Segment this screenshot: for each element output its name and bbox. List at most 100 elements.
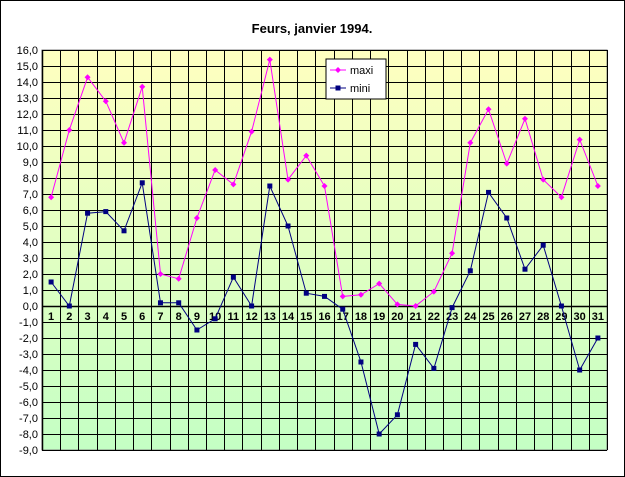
data-point-maxi: [521, 115, 528, 122]
x-tick-label: 21: [410, 311, 422, 323]
data-point-mini: [285, 223, 291, 229]
x-tick-label: 15: [300, 311, 312, 323]
x-tick-label: 8: [176, 311, 182, 323]
data-point-mini: [540, 242, 546, 248]
y-axis-ticks: 16,0 15,0 14,0 13,0 12,0 11,0 10,0 9,0 8,0 7,0 6,0…: [17, 45, 38, 457]
data-point-maxi: [230, 181, 237, 188]
y-tick-label: -7,0: [19, 413, 38, 425]
y-tick-label: 1,0: [23, 285, 38, 297]
data-point-mini: [431, 365, 437, 371]
y-tick-label: 7,0: [23, 189, 38, 201]
legend-box: [325, 58, 387, 100]
plot-area: [41, 49, 608, 451]
y-tick-label: 6,0: [23, 205, 38, 217]
data-point-maxi: [285, 176, 292, 183]
x-tick-label: 26: [501, 311, 513, 323]
data-point-maxi: [576, 136, 583, 143]
data-point-mini: [358, 359, 364, 365]
x-axis-ticks: 1234567891011121314151617181920212223242…: [48, 311, 604, 323]
x-tick-label: 16: [318, 311, 330, 323]
data-point-mini: [48, 279, 54, 285]
data-point-mini: [504, 215, 510, 221]
x-tick-label: 2: [66, 311, 72, 323]
y-tick-label: 9,0: [23, 157, 38, 169]
legend-label-mini: mini: [350, 83, 370, 95]
x-tick-label: 13: [264, 311, 276, 323]
x-tick-label: 29: [555, 311, 567, 323]
data-point-maxi: [376, 280, 383, 287]
y-tick-label: 8,0: [23, 173, 38, 185]
x-tick-label: 3: [85, 311, 91, 323]
data-point-maxi: [357, 291, 364, 298]
x-tick-label: 31: [592, 311, 604, 323]
y-tick-label: -1,0: [19, 317, 38, 329]
y-tick-label: 4,0: [23, 237, 38, 249]
data-point-maxi: [467, 139, 474, 146]
x-tick-label: 18: [355, 311, 367, 323]
x-tick-label: 24: [464, 311, 477, 323]
data-point-maxi: [412, 303, 419, 309]
data-point-maxi: [594, 183, 601, 189]
x-tick-label: 25: [482, 311, 494, 323]
data-point-maxi: [248, 128, 255, 135]
y-tick-label: 13,0: [17, 93, 38, 105]
data-point-mini: [522, 266, 528, 272]
x-tick-label: 6: [139, 311, 145, 323]
data-point-mini: [577, 367, 583, 373]
x-tick-label: 4: [103, 311, 110, 323]
data-point-mini: [340, 306, 346, 312]
data-point-mini: [157, 300, 163, 306]
x-tick-label: 28: [537, 311, 549, 323]
data-point-mini: [121, 228, 127, 234]
y-tick-label: 2,0: [23, 269, 38, 281]
legend-marker-mini: [335, 85, 341, 91]
data-point-mini: [139, 180, 145, 186]
y-tick-label: -2,0: [19, 333, 38, 345]
y-tick-label: -6,0: [19, 397, 38, 409]
legend-label-maxi: maxi: [350, 65, 373, 77]
data-point-maxi: [540, 176, 547, 183]
data-point-maxi: [102, 98, 109, 105]
data-point-mini: [595, 335, 601, 341]
series-group: [48, 56, 601, 437]
data-point-mini: [394, 412, 400, 418]
x-tick-label: 9: [194, 311, 200, 323]
data-point-maxi: [266, 56, 273, 63]
chart-title: Feurs, janvier 1994.: [252, 21, 373, 36]
data-point-maxi: [66, 127, 73, 133]
data-point-mini: [85, 210, 91, 216]
data-point-mini: [449, 305, 455, 311]
x-tick-label: 1: [48, 311, 54, 323]
data-point-maxi: [558, 194, 565, 201]
x-tick-label: 27: [519, 311, 531, 323]
data-point-maxi: [121, 139, 128, 146]
x-tick-label: 11: [228, 311, 240, 323]
legend: maxi mini: [325, 58, 387, 100]
y-tick-label: -4,0: [19, 365, 38, 377]
data-point-maxi: [157, 271, 164, 277]
data-point-maxi: [139, 83, 146, 90]
data-point-maxi: [84, 74, 91, 81]
x-tick-label: 20: [391, 311, 403, 323]
data-point-maxi: [212, 167, 219, 173]
y-tick-label: 11,0: [17, 125, 38, 137]
plot-background: [41, 49, 608, 451]
data-point-maxi: [503, 160, 510, 167]
data-point-mini: [467, 268, 473, 274]
data-point-maxi: [303, 152, 310, 159]
data-point-maxi: [175, 275, 182, 282]
data-point-mini: [194, 327, 200, 333]
y-tick-label: -3,0: [19, 349, 38, 361]
data-point-maxi: [394, 301, 401, 308]
data-point-mini: [66, 303, 72, 309]
x-tick-label: 17: [337, 311, 349, 323]
data-point-mini: [322, 293, 327, 299]
data-point-maxi: [193, 215, 200, 221]
data-point-mini: [176, 300, 182, 306]
data-point-mini: [267, 183, 273, 189]
y-tick-label: 0,0: [23, 301, 38, 313]
data-point-mini: [303, 290, 309, 296]
y-tick-label: 15,0: [17, 61, 38, 73]
gridlines: [41, 50, 608, 451]
